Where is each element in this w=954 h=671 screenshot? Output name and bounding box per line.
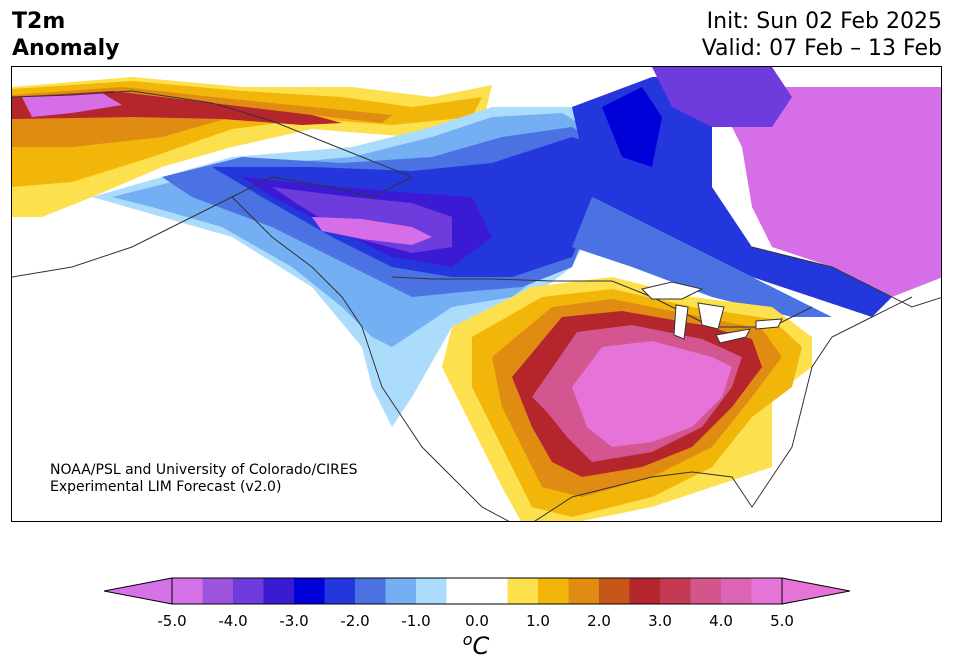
east-canada-deepblue	[602, 87, 662, 167]
colorbar-tick-label: 1.0	[526, 612, 550, 630]
map-canvas	[12, 67, 941, 521]
colorbar-swatch	[721, 578, 752, 604]
colorbar-extend-high	[781, 577, 850, 605]
colorbar-swatch	[202, 578, 234, 604]
title-line-2: Anomaly	[12, 36, 120, 61]
colorbar-swatch	[751, 578, 783, 604]
coastline-pacific	[231, 196, 510, 521]
south-region-pink	[572, 341, 732, 447]
great-lakes	[641, 281, 783, 344]
colorbar-swatch	[263, 578, 295, 604]
anomaly-layer	[12, 67, 941, 521]
colorbar-tick-label: 2.0	[587, 612, 611, 630]
alaska-region-magenta	[22, 93, 122, 117]
us-canada-border	[391, 276, 813, 328]
colorbar-swatch	[446, 578, 478, 604]
colorbar-swatch	[568, 578, 600, 604]
central-canada-magenta	[312, 217, 432, 245]
colorbar-swatch	[477, 578, 508, 604]
credit-text: NOAA/PSL and University of Colorado/CIRE…	[50, 462, 358, 496]
colorbar-swatch	[690, 578, 722, 604]
colorbar-swatch	[416, 578, 447, 604]
colorbar-swatch	[538, 578, 569, 604]
unit-letter: C	[472, 632, 490, 660]
unit-degree: o	[462, 630, 473, 649]
colorbar-swatch	[507, 578, 539, 604]
colorbar	[104, 577, 850, 605]
forecast-dates: Init: Sun 02 Feb 2025 Valid: 07 Feb – 13…	[702, 8, 942, 62]
title-line-1: T2m	[12, 9, 66, 34]
colorbar-tick-label: 4.0	[709, 612, 733, 630]
lake-superior	[641, 281, 704, 300]
colorbar-tick-label: -4.0	[218, 612, 248, 630]
northeast-region-magenta	[712, 87, 941, 297]
colorbar-tick-label: -2.0	[340, 612, 370, 630]
colorbar-swatch	[355, 578, 386, 604]
lake-ontario	[755, 318, 783, 330]
political-boundaries	[12, 90, 941, 521]
lake-erie	[715, 328, 751, 344]
colorbar-extend-low	[104, 577, 173, 605]
valid-date: Valid: 07 Feb – 13 Feb	[701, 36, 942, 61]
east-canada-midblue	[572, 197, 832, 317]
colorbar-tick-label: 0.0	[465, 612, 489, 630]
colorbar-swatch	[294, 578, 325, 604]
colorbar-swatch	[324, 578, 356, 604]
coastline-alaska	[12, 90, 414, 278]
colorbar-border	[171, 577, 783, 605]
credit-line-2: Experimental LIM Forecast (v2.0)	[50, 479, 282, 495]
colorbar-swatch	[599, 578, 630, 604]
colorbar-swatch	[660, 578, 691, 604]
colorbar-swatch	[172, 578, 203, 604]
colorbar-tick-label: -5.0	[157, 612, 187, 630]
baffin-region-violet	[652, 67, 792, 127]
lake-huron	[697, 302, 725, 330]
coastline-gulf	[534, 296, 913, 521]
credit-line-1: NOAA/PSL and University of Colorado/CIRE…	[50, 462, 358, 478]
unit-label: oC	[463, 630, 490, 660]
colorbar-swatch	[233, 578, 264, 604]
lake-michigan	[673, 304, 689, 340]
temperature-anomaly-map: NOAA/PSL and University of Colorado/CIRE…	[11, 66, 942, 522]
init-date: Init: Sun 02 Feb 2025	[706, 9, 942, 34]
map-title: T2m Anomaly	[12, 8, 119, 62]
colorbar-swatch	[629, 578, 661, 604]
coastline-atlantic-canada	[751, 246, 941, 308]
colorbar-swatch	[385, 578, 417, 604]
colorbar-tick-label: 3.0	[648, 612, 672, 630]
colorbar-tick-label: -3.0	[279, 612, 309, 630]
colorbar-tick-label: 5.0	[770, 612, 794, 630]
colorbar-tick-label: -1.0	[401, 612, 431, 630]
